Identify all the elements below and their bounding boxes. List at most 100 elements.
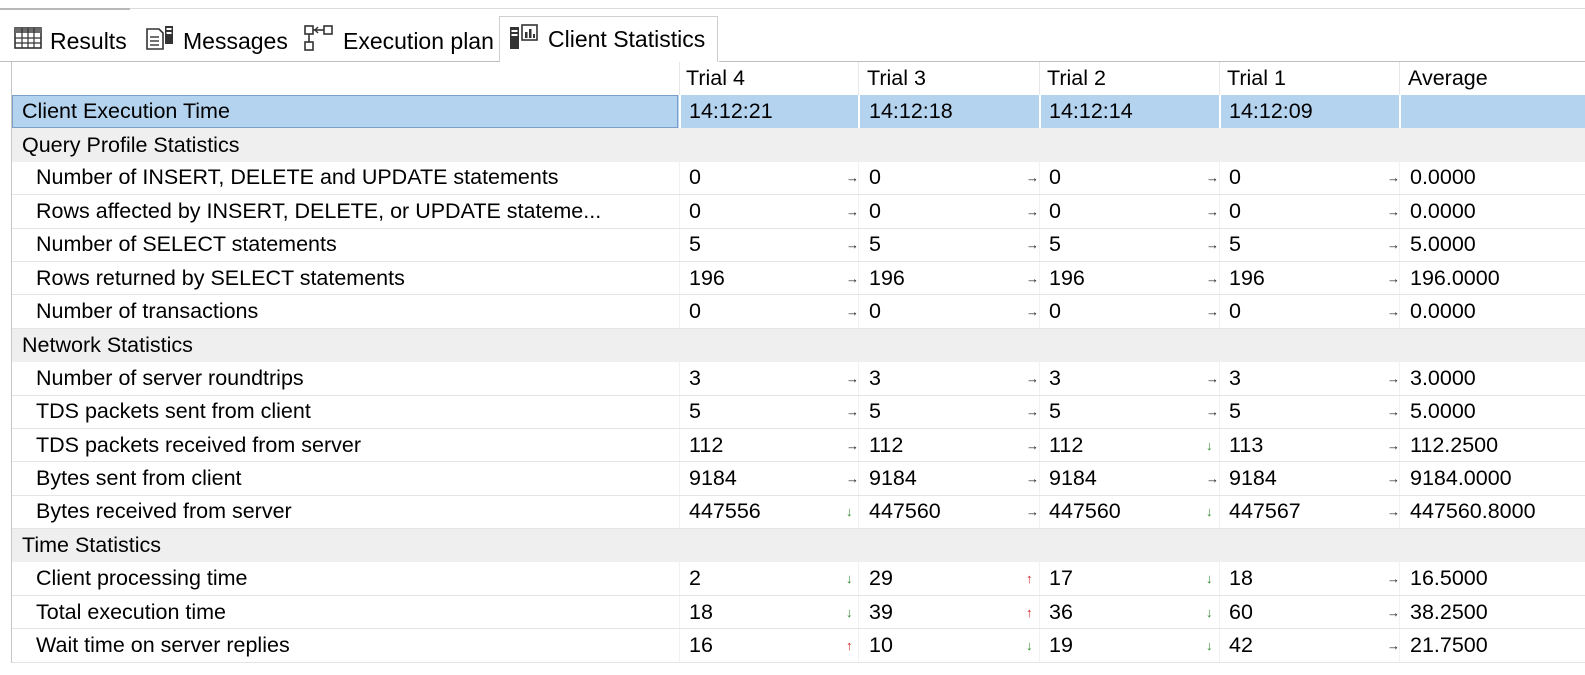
arrow-right-icon: →	[1387, 637, 1400, 653]
arrow-up-icon: ↑	[846, 637, 853, 653]
trial-value-cell: 5	[1229, 399, 1241, 424]
tab-execution-plan[interactable]: Execution plan	[303, 21, 494, 61]
column-header-trial-3[interactable]: Trial 3	[867, 66, 926, 90]
section-header-row[interactable]: Query Profile Statistics	[12, 128, 1585, 162]
column-divider	[858, 95, 860, 129]
column-divider	[858, 362, 859, 395]
arrow-right-icon: →	[1026, 270, 1039, 286]
column-divider	[1399, 95, 1401, 129]
trial-value-cell: 0	[869, 165, 881, 190]
average-value-cell: 447560.8000	[1410, 499, 1536, 524]
tab-client-statistics[interactable]: Client Statistics	[499, 16, 719, 62]
trial-value-cell: 0	[1229, 198, 1241, 223]
statistics-row[interactable]: Total execution time 18 39 36 60 38.2500 ↓ ↑ ↓ →	[12, 595, 1585, 630]
row-label: Bytes sent from client	[36, 465, 242, 490]
column-divider	[679, 362, 680, 395]
tab-execution-plan-label: Execution plan	[343, 27, 494, 54]
tabbar-divider	[0, 8, 1585, 9]
grid-icon	[14, 27, 42, 55]
column-divider	[858, 562, 859, 595]
statistics-row[interactable]: TDS packets sent from client 5 5 5 5 5.0000 → →…	[12, 395, 1585, 429]
column-divider	[1219, 495, 1220, 529]
arrow-down-icon: ↓	[1206, 637, 1213, 653]
section-header-row[interactable]: Network Statistics	[12, 328, 1585, 363]
arrow-right-icon: →	[846, 270, 859, 286]
arrow-right-icon: →	[1387, 404, 1400, 420]
column-divider	[1039, 261, 1040, 295]
trial-value-cell: 447567	[1229, 499, 1301, 524]
column-divider	[858, 395, 859, 428]
arrow-right-icon: →	[1206, 270, 1219, 286]
selected-cell-focus	[12, 95, 678, 129]
tabstrip-baseline-right	[719, 61, 1585, 62]
statistics-row[interactable]: Number of SELECT statements 5 5 5 5 5.0000 → → →…	[12, 228, 1585, 262]
trial-value-cell: 14:12:09	[1229, 99, 1313, 124]
statistics-row[interactable]: TDS packets received from server 112 112 11…	[12, 428, 1585, 463]
row-label: Rows affected by INSERT, DELETE, or UPDA…	[36, 198, 602, 223]
arrow-right-icon: →	[1026, 203, 1039, 219]
statistics-row[interactable]: Number of INSERT, DELETE and UPDATE stat…	[12, 161, 1585, 196]
trial-value-cell: 5	[689, 399, 701, 424]
trial-value-cell: 112	[869, 432, 904, 457]
trial-value-cell: 447560	[1049, 499, 1121, 524]
column-divider	[858, 595, 859, 629]
statistics-row[interactable]: Bytes sent from client 9184 9184 9184 9184 91…	[12, 462, 1585, 496]
tab-results[interactable]: Results	[14, 21, 127, 61]
tab-client-statistics-label: Client Statistics	[548, 26, 706, 52]
column-divider	[1219, 295, 1220, 328]
statistics-row[interactable]: Number of transactions 0 0 0 0 0.0000 → → → →	[12, 295, 1585, 329]
trial-value-cell: 5	[1049, 399, 1061, 424]
column-divider	[1039, 462, 1040, 495]
average-value-cell: 0.0000	[1410, 299, 1476, 324]
arrow-right-icon: →	[1206, 470, 1219, 486]
trial-value-cell: 447556	[689, 499, 761, 524]
arrow-right-icon: →	[1026, 170, 1039, 186]
tab-messages[interactable]: Messages	[145, 21, 288, 61]
arrow-right-icon: →	[846, 170, 859, 186]
trial-value-cell: 196	[1049, 265, 1085, 290]
trial-value-cell: 0	[1049, 198, 1061, 223]
column-divider	[679, 428, 680, 462]
statistics-row[interactable]: Rows affected by INSERT, DELETE, or UPDA…	[12, 195, 1585, 229]
row-label: Client Execution Time	[22, 99, 230, 124]
statistics-row[interactable]: Client processing time 2 29 17 18 16.5000 ↓ ↑ ↓ →	[12, 562, 1585, 596]
column-divider	[1219, 562, 1220, 595]
column-divider	[679, 462, 680, 495]
column-header-trial-4[interactable]: Trial 4	[686, 66, 745, 90]
trial-value-cell: 14:12:21	[689, 99, 773, 124]
average-value-cell: 21.7500	[1410, 632, 1488, 657]
column-header-trial-1[interactable]: Trial 1	[1227, 66, 1286, 90]
column-header-average[interactable]: Average	[1408, 66, 1488, 90]
arrow-right-icon: →	[1387, 170, 1400, 186]
statistics-row[interactable]: Rows returned by SELECT statements 196 196…	[12, 261, 1585, 296]
arrow-right-icon: →	[846, 237, 859, 253]
column-divider	[1399, 562, 1400, 595]
arrow-right-icon: →	[846, 203, 859, 219]
messages-icon	[145, 25, 175, 57]
column-divider	[679, 62, 680, 95]
arrow-right-icon: →	[1206, 203, 1219, 219]
column-header-trial-2[interactable]: Trial 2	[1047, 66, 1106, 90]
arrow-right-icon: →	[1026, 237, 1039, 253]
statistics-row[interactable]: Bytes received from server 447556 447560 44…	[12, 495, 1585, 530]
arrow-right-icon: →	[1026, 304, 1039, 320]
column-divider	[1039, 295, 1040, 328]
column-divider	[1219, 261, 1220, 295]
trial-value-cell: 42	[1229, 632, 1253, 657]
column-divider	[679, 195, 680, 228]
average-value-cell: 0.0000	[1410, 198, 1476, 223]
statistics-row[interactable]: Client Execution Time 14:12:21 14:12:18 14:…	[12, 95, 1585, 129]
column-divider	[679, 562, 680, 595]
section-header-row[interactable]: Time Statistics	[12, 529, 1585, 563]
arrow-down-icon: ↓	[1206, 604, 1213, 620]
column-divider	[1399, 161, 1400, 195]
statistics-row[interactable]: Wait time on server replies 16 10 19 42 21.75…	[12, 629, 1585, 663]
trial-value-cell: 0	[1049, 299, 1061, 324]
trial-value-cell: 112	[1049, 432, 1084, 457]
statistics-row[interactable]: Number of server roundtrips 3 3 3 3 3.0000 → → →…	[12, 362, 1585, 396]
column-divider	[1039, 62, 1040, 95]
arrow-right-icon: →	[846, 404, 859, 420]
arrow-right-icon: →	[1206, 237, 1219, 253]
grid-body: Client Execution Time 14:12:21 14:12:18 14:…	[12, 95, 1585, 663]
row-label: Wait time on server replies	[36, 632, 290, 657]
